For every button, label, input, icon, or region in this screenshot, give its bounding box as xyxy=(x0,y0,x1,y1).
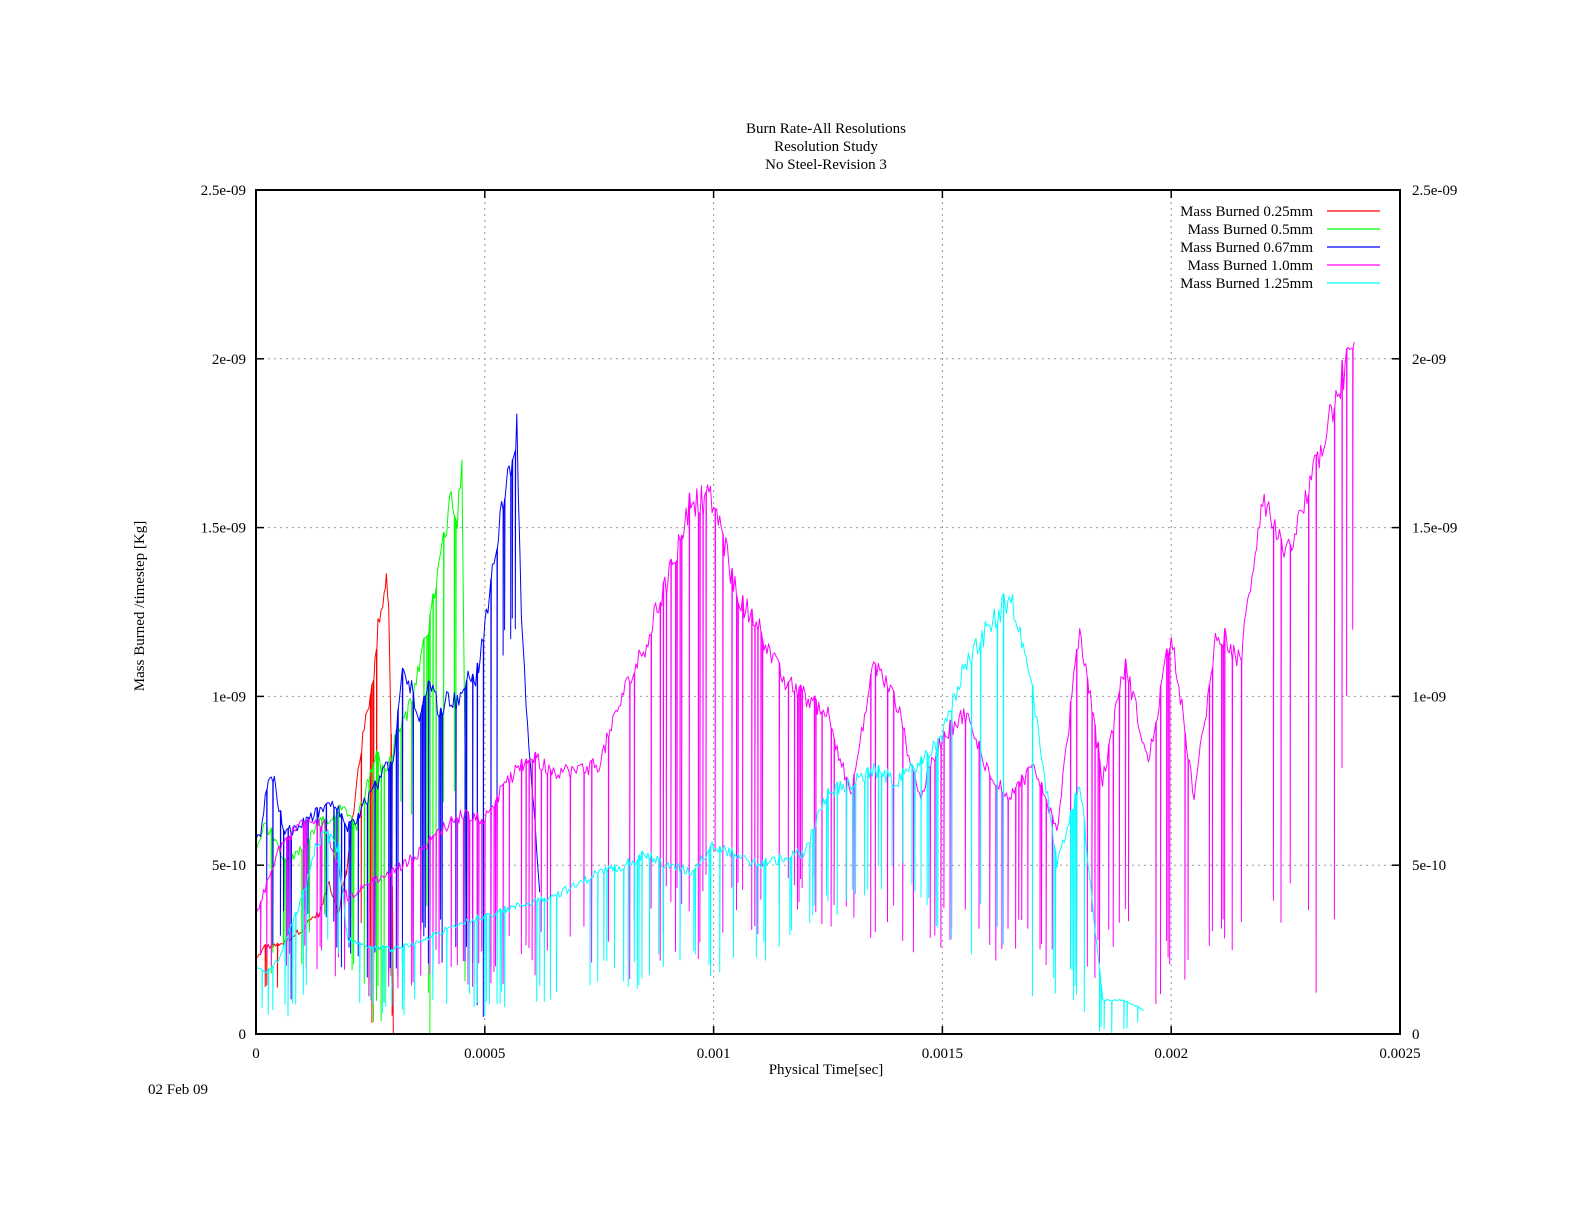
y-tick-label: 5e-10 xyxy=(212,858,246,874)
x-tick-label: 0 xyxy=(252,1046,260,1062)
legend-label: Mass Burned 1.25mm xyxy=(1180,276,1313,292)
y-tick-label: 0 xyxy=(239,1027,247,1043)
legend: Mass Burned 0.25mm Mass Burned 0.5mm Mass … xyxy=(1180,204,1380,292)
y2-tick-label: 1e-09 xyxy=(1412,689,1446,705)
y2-tick-label: 0 xyxy=(1412,1027,1420,1043)
plot-frame xyxy=(255,189,1401,1035)
x-tick-label: 0.0005 xyxy=(464,1046,505,1062)
y-axis-label: Mass Burned /timestep [Kg] xyxy=(132,521,148,691)
y2-tick-label: 2.5e-09 xyxy=(1412,183,1457,199)
grid-lines xyxy=(256,190,1400,1034)
chart-title-line-2: Resolution Study xyxy=(774,139,878,155)
y-tick-label: 1.5e-09 xyxy=(201,521,246,537)
chart-title-line-1: Burn Rate-All Resolutions xyxy=(746,121,906,137)
y2-tick-label: 2e-09 xyxy=(1412,352,1446,368)
series-line-1 xyxy=(255,573,394,1035)
x-tick-label: 0.0015 xyxy=(922,1046,963,1062)
chart-title-line-3: No Steel-Revision 3 xyxy=(765,157,887,173)
legend-label: Mass Burned 0.25mm xyxy=(1180,204,1313,220)
y2-tick-label: 5e-10 xyxy=(1412,858,1446,874)
x-tick-label: 0.0025 xyxy=(1379,1046,1420,1062)
x-axis-label: Physical Time[sec] xyxy=(769,1062,884,1078)
y-tick-label: 1e-09 xyxy=(212,689,246,705)
series-layer xyxy=(255,341,1355,1035)
x-tick-label: 0.001 xyxy=(697,1046,731,1062)
y-tick-label: 2.5e-09 xyxy=(201,183,246,199)
footer-date: 02 Feb 09 xyxy=(148,1082,208,1098)
x-tick-label: 0.002 xyxy=(1154,1046,1188,1062)
legend-label: Mass Burned 1.0mm xyxy=(1188,258,1314,274)
y2-tick-label: 1.5e-09 xyxy=(1412,521,1457,537)
legend-label: Mass Burned 0.67mm xyxy=(1180,240,1313,256)
y-tick-label: 2e-09 xyxy=(212,352,246,368)
series-line-5 xyxy=(255,593,1144,1034)
series-line-4 xyxy=(255,341,1355,1005)
legend-label: Mass Burned 0.5mm xyxy=(1188,222,1314,238)
